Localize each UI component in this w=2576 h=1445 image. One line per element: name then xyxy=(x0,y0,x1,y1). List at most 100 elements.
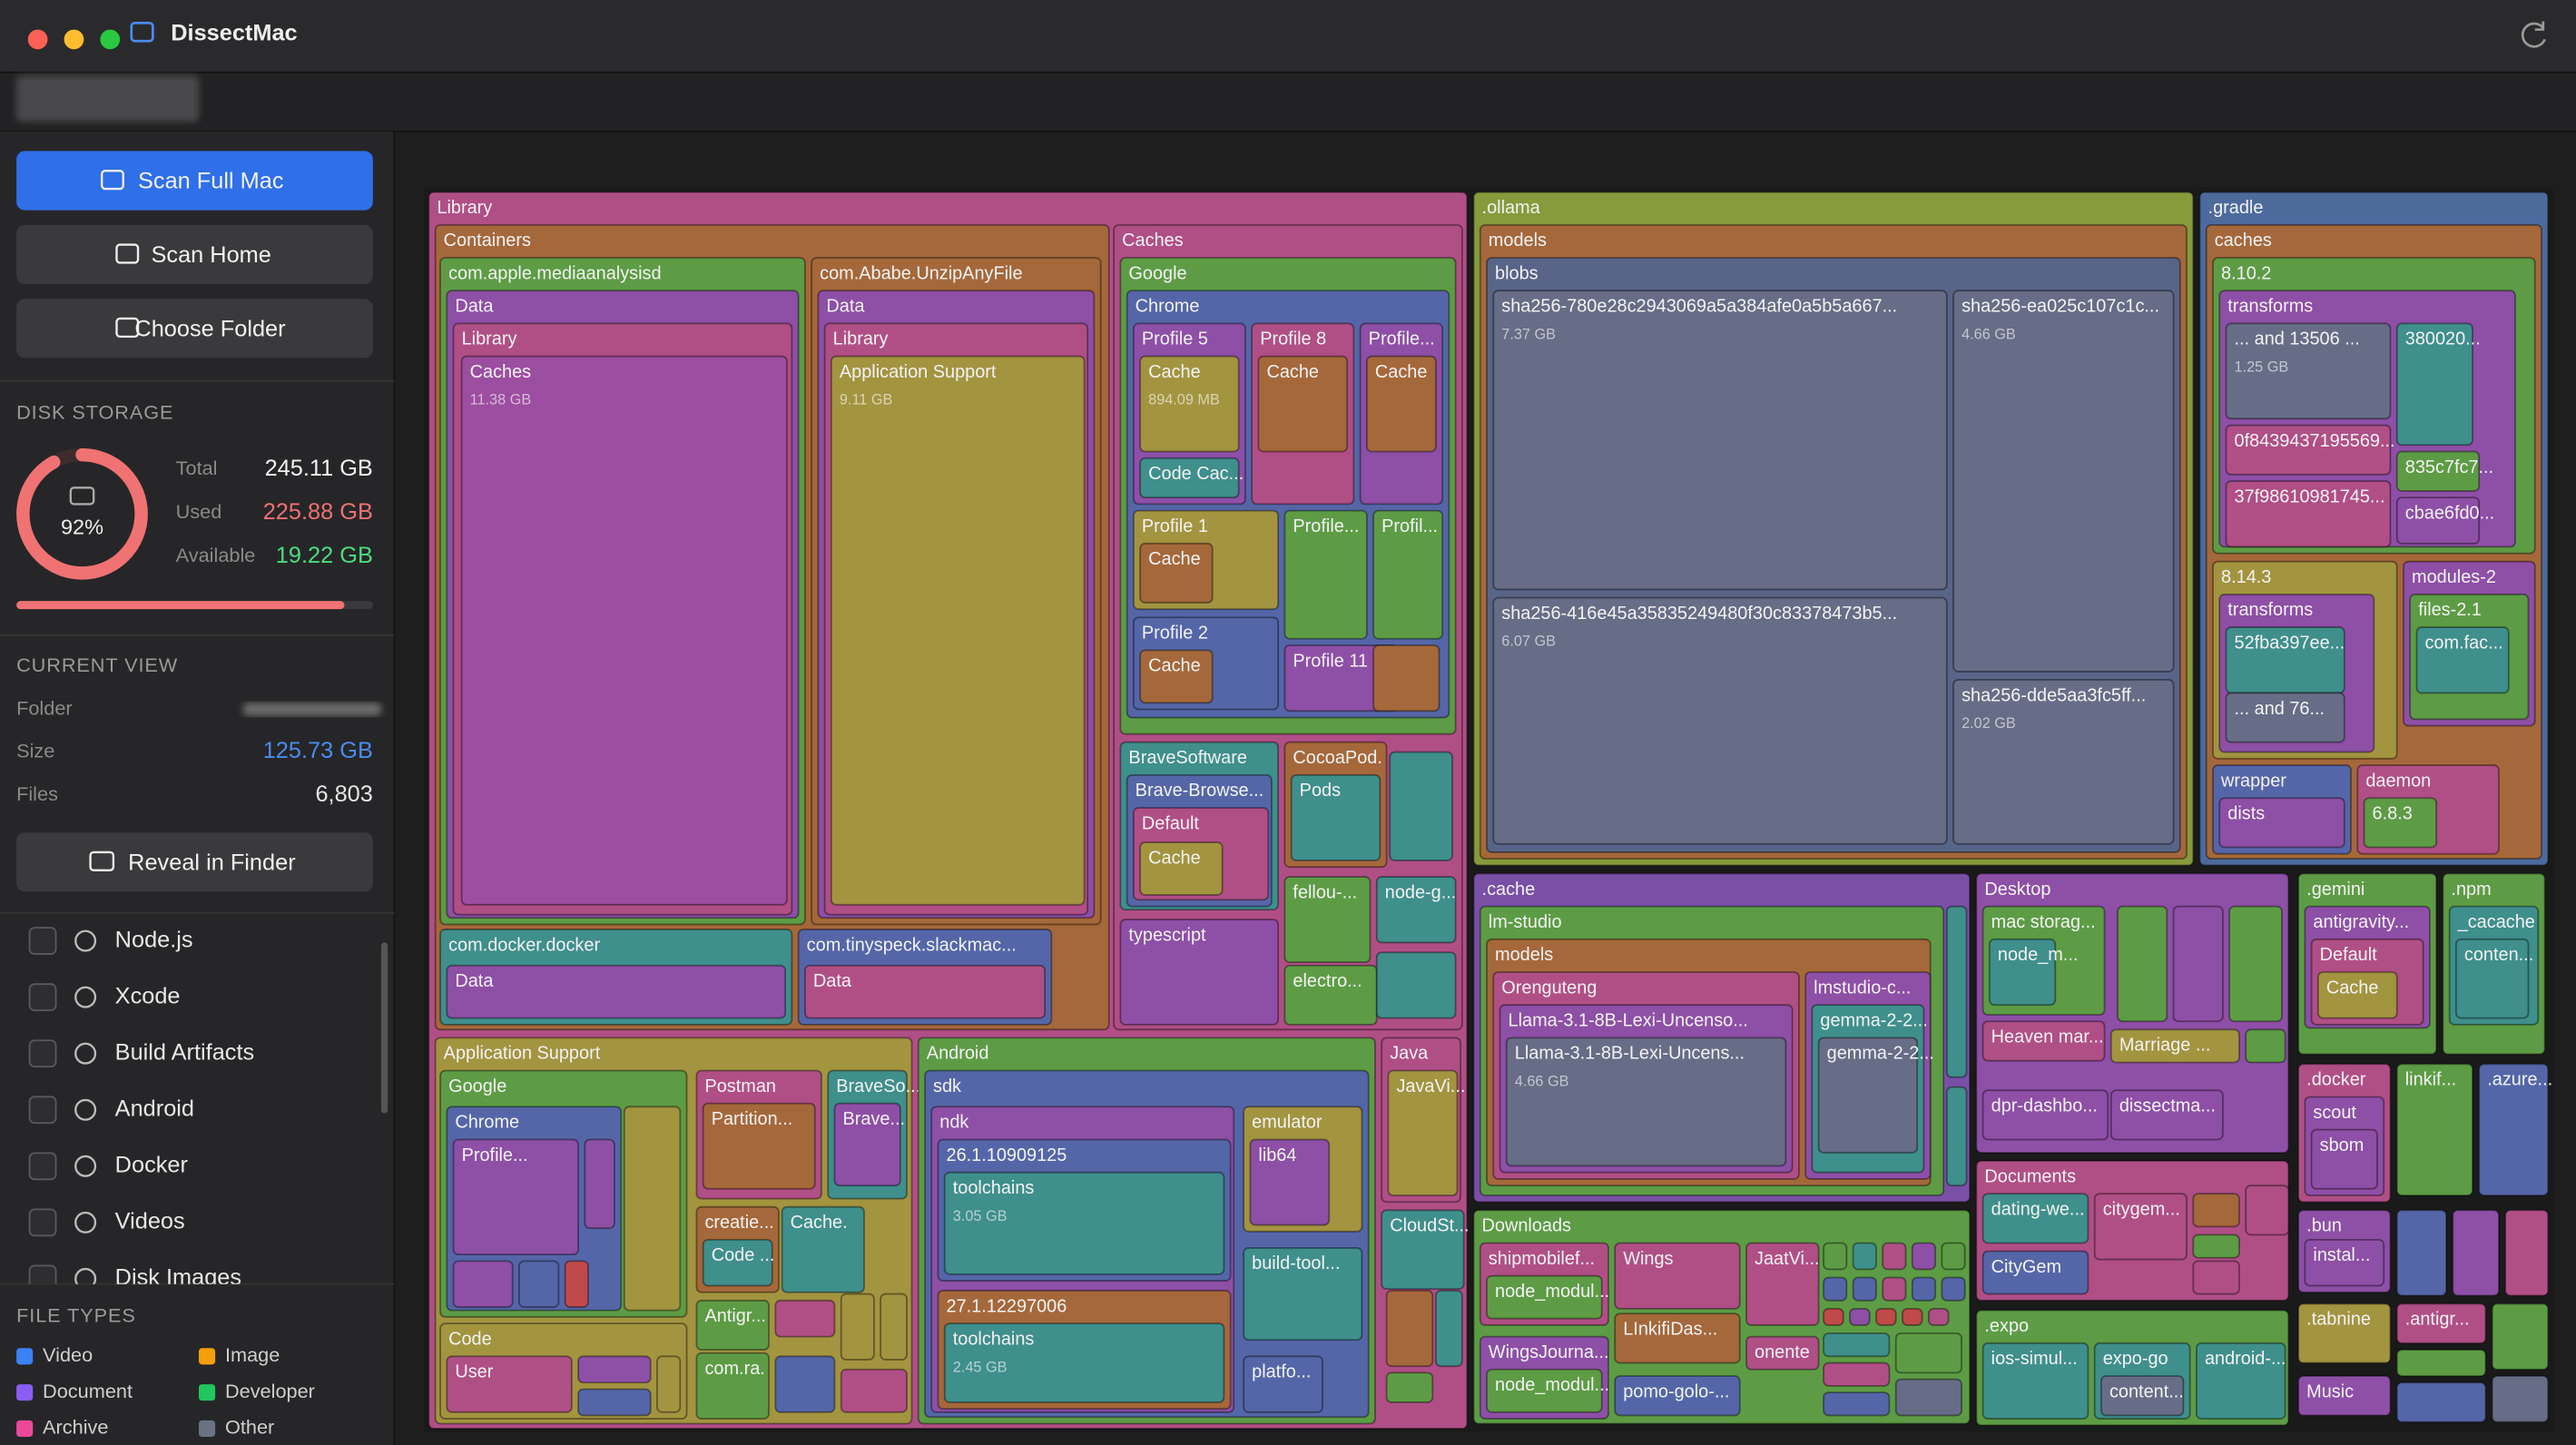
button[interactable] xyxy=(16,299,373,359)
treemap-node[interactable] xyxy=(695,1299,770,1351)
treemap-tile[interactable] xyxy=(774,1299,836,1338)
treemap-node[interactable] xyxy=(2297,1375,2392,1417)
treemap-node[interactable] xyxy=(1243,1355,1323,1413)
refresh-button[interactable] xyxy=(2521,21,2546,48)
treemap-node[interactable] xyxy=(2225,692,2345,743)
treemap-node[interactable] xyxy=(781,1205,865,1293)
treemap-node[interactable] xyxy=(2218,797,2345,849)
treemap-node[interactable] xyxy=(2297,1302,2392,1364)
treemap-tile[interactable] xyxy=(656,1355,682,1413)
treemap-node[interactable] xyxy=(943,1322,1225,1403)
treemap-tile[interactable] xyxy=(1389,751,1453,861)
treemap-tile[interactable] xyxy=(2172,905,2224,1023)
treemap-node[interactable] xyxy=(702,1102,816,1190)
treemap-node[interactable] xyxy=(943,1171,1225,1275)
treemap-tile[interactable] xyxy=(1882,1276,1907,1302)
checkbox[interactable] xyxy=(28,1208,57,1237)
treemap-node[interactable] xyxy=(1249,1138,1331,1226)
treemap-tile[interactable] xyxy=(1823,1242,1848,1271)
treemap-tile[interactable] xyxy=(1911,1242,1937,1271)
minimize-button[interactable] xyxy=(64,29,84,50)
treemap-node[interactable] xyxy=(2195,1342,2286,1420)
treemap-node[interactable] xyxy=(702,1238,773,1287)
treemap-tile[interactable] xyxy=(564,1260,589,1308)
treemap-node[interactable] xyxy=(1988,938,2057,1007)
treemap-node[interactable] xyxy=(1981,1193,2089,1244)
treemap-tile[interactable] xyxy=(1823,1332,1891,1358)
treemap-node[interactable] xyxy=(2310,1128,2378,1190)
treemap-node[interactable] xyxy=(1981,1342,2089,1420)
treemap-node[interactable] xyxy=(2225,424,2392,476)
button[interactable] xyxy=(16,224,373,284)
treemap-node[interactable] xyxy=(2395,450,2481,492)
treemap-tile[interactable] xyxy=(2395,1349,2487,1377)
treemap-tile[interactable] xyxy=(2395,1381,2487,1423)
treemap-node[interactable] xyxy=(1283,876,1372,964)
treemap-node[interactable] xyxy=(446,1355,573,1413)
treemap-node[interactable] xyxy=(2395,496,2481,545)
treemap-tile[interactable] xyxy=(623,1106,682,1312)
treemap-tile[interactable] xyxy=(1823,1361,1891,1387)
treemap-node[interactable] xyxy=(2109,1028,2240,1064)
treemap-tile[interactable] xyxy=(840,1293,875,1361)
treemap-tile[interactable] xyxy=(1823,1276,1848,1302)
checkbox[interactable] xyxy=(28,1096,57,1125)
treemap-tile[interactable] xyxy=(1894,1378,1962,1417)
treemap-tile[interactable] xyxy=(774,1355,836,1413)
treemap-tile[interactable] xyxy=(2491,1375,2550,1423)
treemap-tile[interactable] xyxy=(1823,1391,1891,1417)
treemap-node[interactable] xyxy=(2415,626,2510,694)
treemap-node[interactable] xyxy=(1283,509,1368,640)
treemap-tile[interactable] xyxy=(1945,1086,1968,1187)
treemap-node[interactable] xyxy=(1981,1250,2089,1295)
treemap-tile[interactable] xyxy=(1849,1307,1871,1326)
treemap-node[interactable] xyxy=(452,1138,580,1256)
treemap-node[interactable] xyxy=(1952,679,2175,845)
treemap-tile[interactable] xyxy=(840,1368,908,1413)
treemap-node[interactable] xyxy=(2395,322,2473,447)
checkbox[interactable] xyxy=(28,1039,57,1068)
close-button[interactable] xyxy=(27,29,48,50)
treemap-node[interactable] xyxy=(803,964,1047,1019)
treemap-tile[interactable] xyxy=(2192,1234,2240,1259)
treemap-tile[interactable] xyxy=(1823,1307,1844,1326)
treemap-tile[interactable] xyxy=(1385,1371,1434,1403)
treemap-tile[interactable] xyxy=(2245,1028,2286,1064)
treemap-tile[interactable] xyxy=(518,1260,560,1308)
treemap-tile[interactable] xyxy=(2192,1260,2240,1295)
treemap-tile[interactable] xyxy=(2245,1185,2290,1236)
treemap-node[interactable] xyxy=(1981,1089,2109,1141)
treemap-node[interactable] xyxy=(695,1352,770,1420)
checkbox[interactable] xyxy=(28,927,57,955)
treemap-tile[interactable] xyxy=(1875,1307,1897,1326)
treemap-tile[interactable] xyxy=(1852,1276,1877,1302)
treemap-node[interactable] xyxy=(1290,773,1381,861)
treemap-node[interactable] xyxy=(2395,1302,2487,1344)
treemap-tile[interactable] xyxy=(1911,1276,1937,1302)
treemap-tile[interactable] xyxy=(1434,1290,1463,1368)
treemap-tile[interactable] xyxy=(1852,1242,1877,1271)
treemap-tile[interactable] xyxy=(1941,1242,1966,1271)
treemap-node[interactable] xyxy=(2304,1238,2385,1287)
treemap-tile[interactable] xyxy=(1945,905,1968,1078)
treemap-tile[interactable] xyxy=(584,1138,615,1230)
checkbox[interactable] xyxy=(28,983,57,1012)
treemap-tile[interactable] xyxy=(577,1355,652,1384)
treemap-node[interactable] xyxy=(2100,1375,2185,1417)
treemap-node[interactable] xyxy=(2478,1063,2550,1196)
treemap-node[interactable] xyxy=(1952,290,2175,673)
treemap-node[interactable] xyxy=(833,1102,901,1187)
checkbox[interactable] xyxy=(28,1264,57,1292)
treemap-tile[interactable] xyxy=(2395,1209,2447,1297)
treemap-node[interactable] xyxy=(1139,457,1240,499)
treemap-node[interactable] xyxy=(1139,649,1214,704)
treemap-node[interactable] xyxy=(1381,1209,1465,1291)
treemap-node[interactable] xyxy=(1486,1368,1603,1413)
treemap-node[interactable] xyxy=(1505,1037,1787,1167)
treemap-tile[interactable] xyxy=(452,1260,514,1308)
treemap-node[interactable] xyxy=(1139,542,1214,604)
treemap-node[interactable] xyxy=(446,964,787,1019)
treemap-node[interactable] xyxy=(1614,1375,1741,1417)
treemap-node[interactable] xyxy=(1372,509,1444,640)
zoom-button[interactable] xyxy=(100,29,121,50)
